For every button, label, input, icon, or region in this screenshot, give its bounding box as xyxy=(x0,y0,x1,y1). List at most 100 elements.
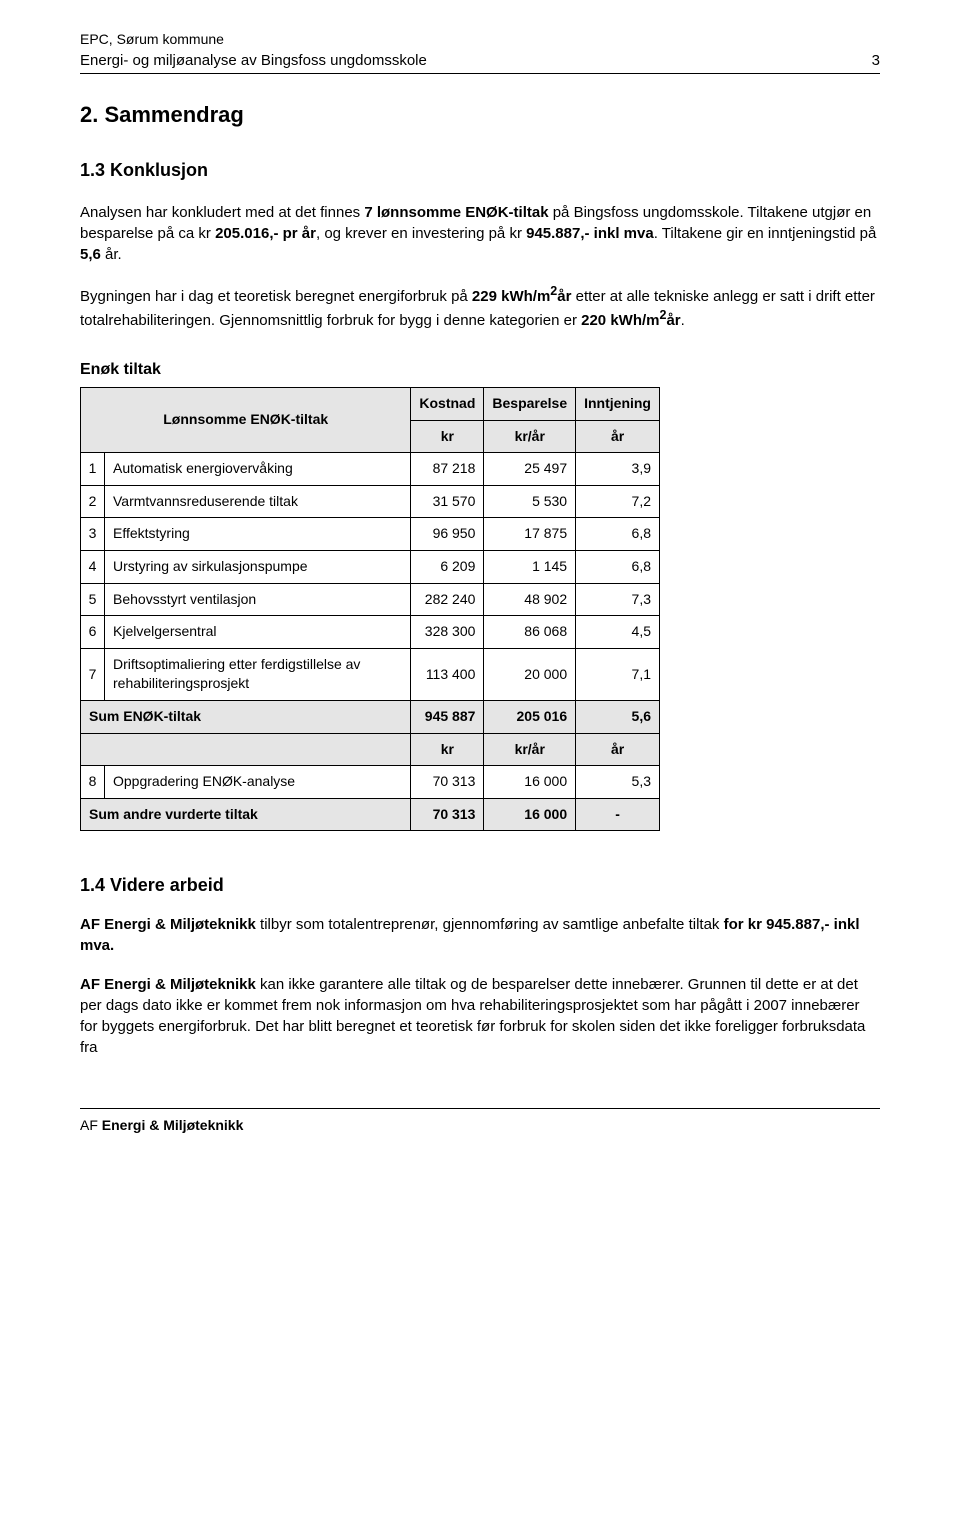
row-inntjening: 5,3 xyxy=(576,766,660,799)
t: , og krever en investering på kr xyxy=(316,225,526,242)
sum-enok-row: Sum ENØK-tiltak 945 887 205 016 5,6 xyxy=(81,700,660,733)
row-inntjening: 6,8 xyxy=(576,550,660,583)
sum1-inntjening: 5,6 xyxy=(576,700,660,733)
row-kostnad: 6 209 xyxy=(411,550,484,583)
row-label: Kjelvelgersentral xyxy=(105,616,411,649)
row-idx: 4 xyxy=(81,550,105,583)
row-kostnad: 70 313 xyxy=(411,766,484,799)
th-kostnad: Kostnad xyxy=(411,387,484,420)
row-besparelse: 86 068 xyxy=(484,616,576,649)
page-title: 2. Sammendrag xyxy=(80,100,880,131)
row-kostnad: 31 570 xyxy=(411,485,484,518)
t-bold: 220 kWh/m xyxy=(581,312,659,329)
th-unit-kr: kr xyxy=(411,420,484,453)
row-inntjening: 6,8 xyxy=(576,518,660,551)
table-row: 4Urstyring av sirkulasjonspumpe6 2091 14… xyxy=(81,550,660,583)
t: ,- pr år xyxy=(269,225,316,242)
enok-table: Lønnsomme ENØK-tiltak Kostnad Besparelse… xyxy=(80,387,660,831)
row-label: Behovsstyrt ventilasjon xyxy=(105,583,411,616)
sum2-besparelse: 16 000 xyxy=(484,798,576,831)
row-idx: 8 xyxy=(81,766,105,799)
page-number: 3 xyxy=(872,50,880,71)
row-idx: 1 xyxy=(81,453,105,486)
sum2-kostnad: 70 313 xyxy=(411,798,484,831)
para4: AF Energi & Miljøteknikk kan ikke garant… xyxy=(80,974,880,1058)
row-label: Urstyring av sirkulasjonspumpe xyxy=(105,550,411,583)
table-unit-row-2: kr kr/år år xyxy=(81,733,660,766)
row-label: Effektstyring xyxy=(105,518,411,551)
row-label: Driftsoptimaliering etter ferdigstillels… xyxy=(105,648,411,700)
header-line1: EPC, Sørum kommune xyxy=(80,30,880,50)
t: Bygningen har i dag et teoretisk beregne… xyxy=(80,288,472,305)
row-kostnad: 328 300 xyxy=(411,616,484,649)
row-inntjening: 7,3 xyxy=(576,583,660,616)
table-header-row: Lønnsomme ENØK-tiltak Kostnad Besparelse… xyxy=(81,387,660,420)
t-bold: 7 lønnsomme ENØK-tiltak xyxy=(364,204,548,221)
sum2-inntjening: - xyxy=(576,798,660,831)
row-kostnad: 113 400 xyxy=(411,648,484,700)
row-besparelse: 16 000 xyxy=(484,766,576,799)
th-besparelse: Besparelse xyxy=(484,387,576,420)
row-besparelse: 1 145 xyxy=(484,550,576,583)
row-besparelse: 5 530 xyxy=(484,485,576,518)
th-unit-ar: år xyxy=(576,733,660,766)
t-bold: AF Energi & Miljøteknikk xyxy=(80,916,260,933)
row-besparelse: 17 875 xyxy=(484,518,576,551)
para1: Analysen har konkludert med at det finne… xyxy=(80,202,880,265)
th-unit-kr: kr xyxy=(411,733,484,766)
header-line2: Energi- og miljøanalyse av Bingsfoss ung… xyxy=(80,50,427,71)
row-label: Oppgradering ENØK-analyse xyxy=(105,766,411,799)
th-label: Lønnsomme ENØK-tiltak xyxy=(81,387,411,452)
t-bold: 205.016 xyxy=(215,225,269,242)
sum-andre-row: Sum andre vurderte tiltak 70 313 16 000 … xyxy=(81,798,660,831)
footer: AF Energi & Miljøteknikk xyxy=(80,1108,880,1136)
blank xyxy=(81,733,411,766)
para2: Bygningen har i dag et teoretisk beregne… xyxy=(80,283,880,331)
table-row: 6Kjelvelgersentral328 30086 0684,5 xyxy=(81,616,660,649)
t: . Tiltakene gir en inntjeningstid på xyxy=(654,225,877,242)
row-label: Automatisk energiovervåking xyxy=(105,453,411,486)
row-idx: 6 xyxy=(81,616,105,649)
row-besparelse: 25 497 xyxy=(484,453,576,486)
row-idx: 2 xyxy=(81,485,105,518)
row-inntjening: 3,9 xyxy=(576,453,660,486)
row-idx: 7 xyxy=(81,648,105,700)
table-title: Enøk tiltak xyxy=(80,359,880,381)
t-bold: AF Energi & Miljøteknikk xyxy=(80,976,260,993)
th-unit-ar: år xyxy=(576,420,660,453)
table-row: 8Oppgradering ENØK-analyse70 31316 0005,… xyxy=(81,766,660,799)
th-inntjening: Inntjening xyxy=(576,387,660,420)
table-row: 2Varmtvannsreduserende tiltak31 5705 530… xyxy=(81,485,660,518)
table-row: 3Effektstyring96 95017 8756,8 xyxy=(81,518,660,551)
header-row: Energi- og miljøanalyse av Bingsfoss ung… xyxy=(80,50,880,74)
table-row: 5Behovsstyrt ventilasjon282 24048 9027,3 xyxy=(81,583,660,616)
row-besparelse: 48 902 xyxy=(484,583,576,616)
sum2-label: Sum andre vurderte tiltak xyxy=(81,798,411,831)
row-inntjening: 7,1 xyxy=(576,648,660,700)
row-kostnad: 96 950 xyxy=(411,518,484,551)
t: Analysen har konkludert med at det finne… xyxy=(80,204,364,221)
page-header: EPC, Sørum kommune Energi- og miljøanaly… xyxy=(80,30,880,74)
sum1-kostnad: 945 887 xyxy=(411,700,484,733)
th-unit-kr-ar: kr/år xyxy=(484,420,576,453)
row-label: Varmtvannsreduserende tiltak xyxy=(105,485,411,518)
t-bold: 229 kWh/m xyxy=(472,288,550,305)
row-inntjening: 4,5 xyxy=(576,616,660,649)
row-idx: 5 xyxy=(81,583,105,616)
row-kostnad: 87 218 xyxy=(411,453,484,486)
th-unit-kr-ar: kr/år xyxy=(484,733,576,766)
sum1-label: Sum ENØK-tiltak xyxy=(81,700,411,733)
para3: AF Energi & Miljøteknikk tilbyr som tota… xyxy=(80,914,880,956)
row-idx: 3 xyxy=(81,518,105,551)
table-row: 7Driftsoptimaliering etter ferdigstillel… xyxy=(81,648,660,700)
sum1-besparelse: 205 016 xyxy=(484,700,576,733)
t: tilbyr som totalentreprenør, gjennomføri… xyxy=(260,916,719,933)
footer-pre: AF xyxy=(80,1117,102,1133)
t-bold: 945.887,- inkl mva xyxy=(526,225,654,242)
row-inntjening: 7,2 xyxy=(576,485,660,518)
t-bold: 5,6 xyxy=(80,246,101,263)
t-bold: år xyxy=(666,312,680,329)
section-videre-title: 1.4 Videre arbeid xyxy=(80,873,880,898)
row-kostnad: 282 240 xyxy=(411,583,484,616)
t: . xyxy=(681,312,685,329)
